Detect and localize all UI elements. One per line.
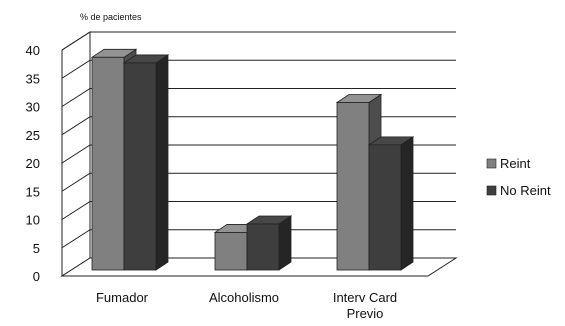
category-label: Fumador xyxy=(96,290,149,305)
y-tick-label: 15 xyxy=(26,184,40,199)
category-labels: Fumador Alcoholismo Interv Card Previo xyxy=(96,290,397,321)
category-label: Alcoholismo xyxy=(209,290,279,305)
y-tick-label: 25 xyxy=(26,128,40,143)
bar xyxy=(367,136,415,271)
bar-side xyxy=(400,136,414,271)
gridline xyxy=(61,172,456,192)
gridline xyxy=(61,31,456,51)
gridlines xyxy=(61,31,456,249)
category-label-line: Interv Card xyxy=(333,290,397,305)
bar xyxy=(122,54,170,271)
gridline xyxy=(61,116,456,136)
y-tick-label: 0 xyxy=(33,269,40,284)
gridline xyxy=(61,88,456,107)
bar-front xyxy=(246,223,280,271)
gridline xyxy=(61,144,456,164)
legend-swatch xyxy=(486,158,497,169)
bars xyxy=(90,48,415,271)
y-tick-label: 30 xyxy=(26,100,40,115)
y-tick-label: 40 xyxy=(26,43,40,58)
bar-front xyxy=(123,62,157,271)
legend-label: Reint xyxy=(500,156,531,171)
bar-front xyxy=(336,102,370,271)
gridline xyxy=(61,59,456,79)
legend-label: No Reint xyxy=(500,183,551,198)
category-label: Interv Card Previo xyxy=(333,290,397,321)
category-label-line: Fumador xyxy=(96,290,149,305)
y-tick-labels: 0 5 10 15 20 25 30 35 40 xyxy=(26,43,40,284)
y-tick-label: 5 xyxy=(33,241,40,256)
y-tick-label: 10 xyxy=(26,213,40,228)
bar-front xyxy=(368,144,402,271)
legend-swatch xyxy=(486,185,497,196)
legend: Reint No Reint xyxy=(486,156,551,198)
bar-side xyxy=(278,215,292,271)
gridline xyxy=(61,201,456,220)
category-label-line: Alcoholismo xyxy=(209,290,279,305)
gridline xyxy=(61,229,456,249)
bar-front xyxy=(214,232,248,271)
bar xyxy=(245,215,293,271)
bar-side xyxy=(155,54,169,271)
y-axis-label: % de pacientes xyxy=(80,12,142,22)
y-tick-label: 20 xyxy=(26,156,40,171)
bar-front xyxy=(91,56,125,271)
category-label-line: Previo xyxy=(347,306,384,321)
y-tick-label: 35 xyxy=(26,71,40,86)
